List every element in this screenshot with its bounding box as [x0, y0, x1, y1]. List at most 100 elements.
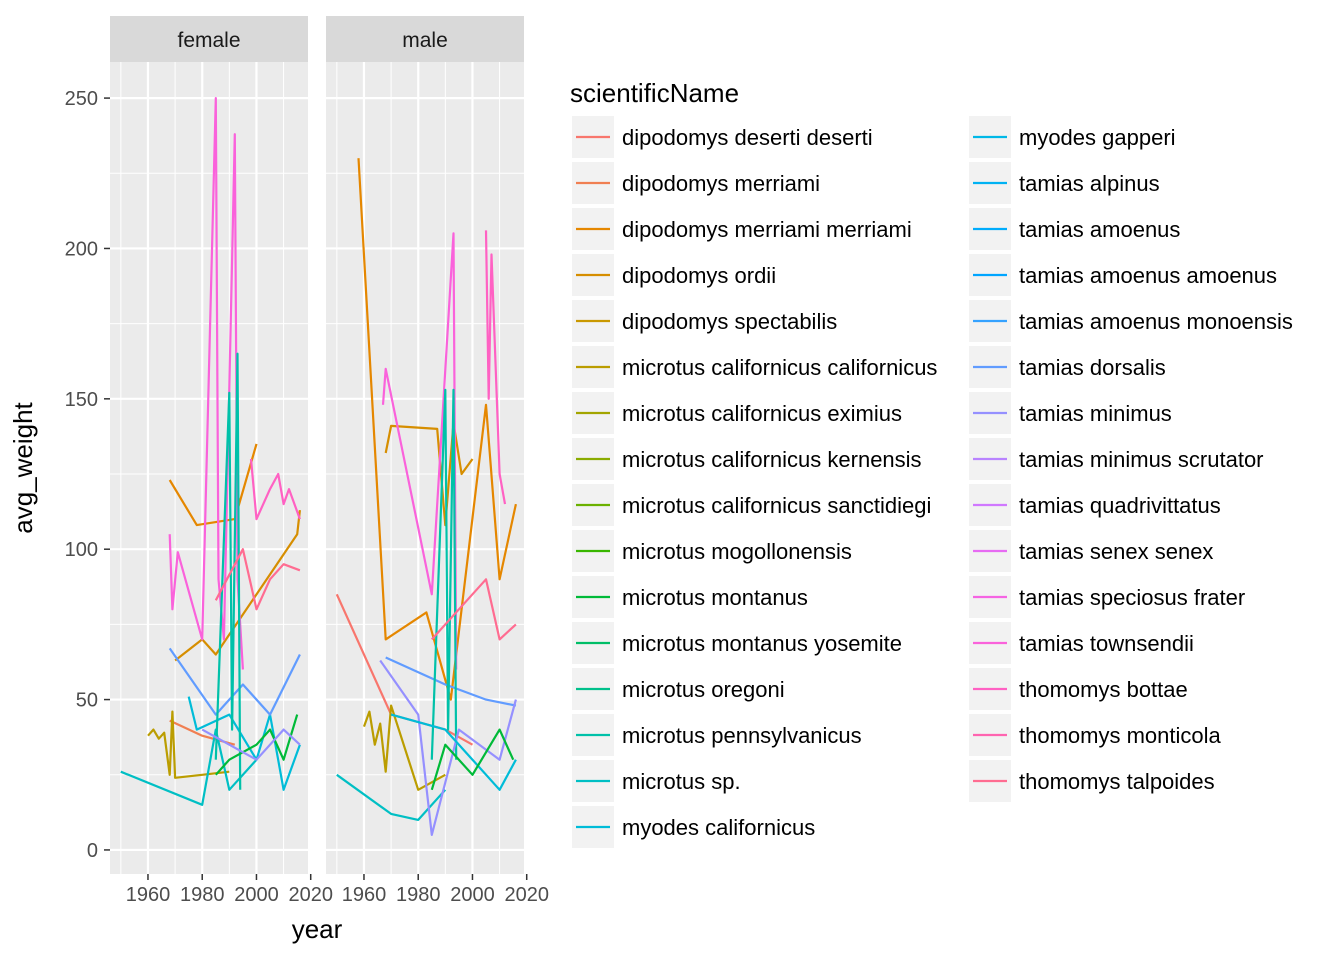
y-tick-label: 150 [65, 389, 98, 411]
series-line [201, 728, 301, 761]
legend-entry: thomomys monticola [969, 714, 1222, 756]
legend-entry: tamias senex senex [969, 530, 1213, 572]
series-lines [335, 158, 517, 837]
legend-entry: microtus oregoni [572, 668, 785, 710]
legend-entry: tamias townsendii [969, 622, 1194, 664]
legend-label: tamias amoenus monoensis [1019, 309, 1293, 334]
legend-entry: microtus pennsylvanicus [572, 714, 862, 756]
legend-entry: microtus californicus sanctidiegi [572, 484, 931, 526]
facet-panel-female: female [110, 16, 308, 874]
legend-label: dipodomys ordii [622, 263, 776, 288]
legend-entry: tamias quadrivittatus [969, 484, 1221, 526]
series-line [174, 509, 301, 662]
legend-entry: tamias minimus scrutator [969, 438, 1264, 480]
y-axis-title: avg_weight [8, 401, 38, 533]
legend-entry: microtus californicus californicus [572, 346, 937, 388]
legend-label: tamias senex senex [1019, 539, 1213, 564]
x-tick-label: 2000 [450, 884, 495, 906]
y-tick-label: 0 [87, 840, 98, 862]
series-line [381, 232, 458, 670]
legend-label: microtus mogollonensis [622, 539, 852, 564]
legend-entry: myodes gapperi [969, 116, 1176, 158]
legend-entry: dipodomys deserti deserti [572, 116, 873, 158]
legend-label: microtus montanus [622, 585, 808, 610]
legend-entry: dipodomys spectabilis [572, 300, 837, 342]
legend: scientificName dipodomys deserti deserti… [570, 78, 1293, 848]
legend-label: tamias speciosus frater [1019, 585, 1245, 610]
series-line [357, 158, 517, 701]
series-line [249, 458, 301, 521]
series-line [214, 714, 299, 776]
series-line [430, 728, 515, 791]
legend-label: microtus oregoni [622, 677, 785, 702]
legend-label: thomomys monticola [1019, 723, 1222, 748]
series-line [214, 352, 242, 790]
legend-entry: tamias amoenus amoenus [969, 254, 1277, 296]
series-line [168, 647, 301, 716]
x-tick-label: 1960 [342, 884, 387, 906]
legend-label: tamias dorsalis [1019, 355, 1166, 380]
panel-background [326, 62, 524, 874]
legend-label: dipodomys merriami merriami [622, 217, 912, 242]
legend-entry: dipodomys merriami [572, 162, 820, 204]
gridlines [110, 62, 308, 874]
legend-label: tamias quadrivittatus [1019, 493, 1221, 518]
facet-strip-label: female [177, 29, 240, 52]
x-axes: 1960 1980 2000 2020 1960 1980 2000 2020 [126, 874, 549, 906]
legend-entry: tamias amoenus [969, 208, 1180, 250]
legend-label: microtus sp. [622, 769, 741, 794]
legend-entry: tamias alpinus [969, 162, 1160, 204]
facet-strip-label: male [402, 29, 448, 52]
legend-entry: dipodomys ordii [572, 254, 776, 296]
legend-entry: microtus mogollonensis [572, 530, 852, 572]
x-tick-label: 2020 [288, 884, 333, 906]
y-tick-label: 250 [65, 88, 98, 110]
x-tick-label: 2020 [504, 884, 549, 906]
legend-entry: microtus montanus [572, 576, 808, 618]
legend-label: tamias amoenus amoenus [1019, 263, 1277, 288]
series-line [147, 710, 230, 779]
legend-label: dipodomys deserti deserti [622, 125, 873, 150]
legend-entry: microtus montanus yosemite [572, 622, 902, 664]
series-line [168, 443, 258, 527]
series-line [214, 548, 301, 611]
legend-label: tamias alpinus [1019, 171, 1160, 196]
legend-label: microtus californicus eximius [622, 401, 902, 426]
series-line [390, 713, 517, 791]
series-line [430, 388, 458, 760]
x-tick-label: 1980 [180, 884, 225, 906]
legend-label: tamias minimus [1019, 401, 1172, 426]
legend-entry: microtus californicus kernensis [572, 438, 922, 480]
legend-label: microtus californicus kernensis [622, 447, 922, 472]
legend-label: tamias amoenus [1019, 217, 1180, 242]
y-tick-label: 100 [65, 539, 98, 561]
x-tick-label: 1980 [396, 884, 441, 906]
legend-label: thomomys talpoides [1019, 769, 1215, 794]
legend-entry: tamias dorsalis [969, 346, 1166, 388]
series-line [168, 96, 244, 670]
legend-label: microtus californicus sanctidiegi [622, 493, 931, 518]
legend-label: tamias townsendii [1019, 631, 1194, 656]
series-line [379, 659, 517, 837]
legend-entry: tamias speciosus frater [969, 576, 1245, 618]
series-line [336, 773, 447, 822]
panel-background [110, 62, 308, 874]
facet-strip [326, 16, 524, 62]
legend-label: tamias minimus scrutator [1019, 447, 1264, 472]
gridlines [326, 62, 524, 874]
x-axis-title: year [292, 914, 343, 944]
series-line [120, 728, 258, 806]
y-tick-label: 200 [65, 238, 98, 260]
legend-entry: thomomys bottae [969, 668, 1188, 710]
facet-panels: female male [110, 16, 524, 874]
legend-label: microtus pennsylvanicus [622, 723, 862, 748]
y-axis: 0 50 100 150 200 250 [65, 88, 110, 862]
legend-label: microtus montanus yosemite [622, 631, 902, 656]
y-tick-label: 50 [76, 690, 98, 712]
legend-label: thomomys bottae [1019, 677, 1188, 702]
legend-label: dipodomys merriami [622, 171, 820, 196]
legend-entry: microtus sp. [572, 760, 741, 802]
series-lines [120, 96, 301, 806]
legend-label: myodes californicus [622, 815, 815, 840]
